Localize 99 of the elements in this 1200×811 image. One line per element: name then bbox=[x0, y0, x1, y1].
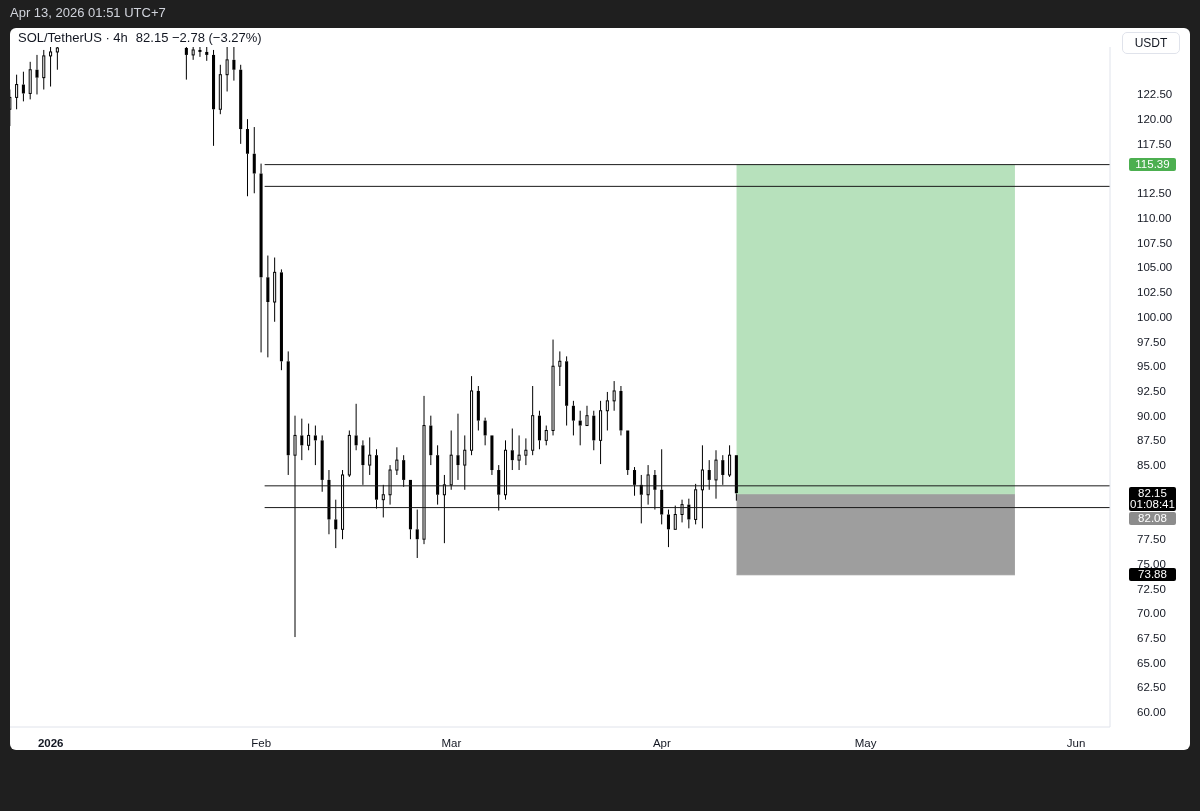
candlestick bbox=[639, 474, 643, 524]
y-tick-label: 67.50 bbox=[1137, 632, 1166, 645]
y-tick-label: 105.00 bbox=[1137, 261, 1173, 274]
candlestick bbox=[266, 255, 270, 358]
y-tick-label: 112.50 bbox=[1137, 187, 1172, 200]
text: 115.39 bbox=[1135, 158, 1170, 171]
y-tick-label: 87.50 bbox=[1137, 434, 1166, 447]
candlestick bbox=[327, 469, 331, 535]
y-tick-label: 102.50 bbox=[1137, 286, 1173, 299]
y-tick-label: 122.50 bbox=[1137, 88, 1173, 101]
candlestick bbox=[551, 339, 555, 436]
y-tick-label: 77.50 bbox=[1137, 533, 1166, 546]
candlestick bbox=[660, 448, 664, 525]
text: Apr 13, 2026 01:51 UTC+7 bbox=[10, 5, 166, 20]
y-tick-label: 62.50 bbox=[1137, 681, 1166, 694]
candlestick bbox=[232, 47, 236, 82]
candlestick bbox=[320, 434, 324, 493]
y-tick-label: 72.50 bbox=[1137, 582, 1166, 595]
candlestick bbox=[279, 268, 283, 371]
candlestick bbox=[205, 47, 209, 62]
text: 73.88 bbox=[1138, 568, 1167, 581]
chart-title: SOL/TetherUS · 4h bbox=[18, 30, 128, 45]
candlestick bbox=[476, 385, 480, 431]
y-tick-label: 120.00 bbox=[1137, 113, 1173, 126]
candlestick bbox=[354, 403, 358, 451]
x-tick-label: Feb bbox=[251, 737, 272, 749]
candlestick bbox=[524, 437, 528, 466]
candlestick bbox=[361, 439, 365, 486]
candlestick bbox=[483, 417, 487, 446]
y-axis-title: USDT bbox=[1134, 36, 1168, 50]
x-tick-label: Mar bbox=[441, 737, 462, 749]
text: 82.08 bbox=[1138, 511, 1167, 524]
candlestick bbox=[388, 464, 392, 506]
candlestick bbox=[245, 118, 250, 197]
text: 82.15 01:08:41 bbox=[1130, 486, 1175, 510]
candlestick bbox=[259, 163, 263, 353]
y-tick-label: 97.50 bbox=[1137, 335, 1166, 348]
candlestick bbox=[184, 47, 188, 81]
candlestick bbox=[565, 355, 569, 427]
candlestick bbox=[700, 444, 704, 529]
candlestick bbox=[368, 436, 372, 476]
candlestick bbox=[503, 439, 508, 501]
candlestick bbox=[334, 499, 338, 549]
y-tick-label: 65.00 bbox=[1137, 656, 1166, 669]
x-tick-label: Jun bbox=[1066, 737, 1086, 749]
candlestick bbox=[721, 454, 725, 486]
candlestick bbox=[517, 434, 521, 471]
candlestick bbox=[619, 385, 623, 436]
candlestick bbox=[300, 418, 304, 461]
candlestick bbox=[632, 466, 637, 497]
candlestick bbox=[714, 449, 718, 500]
candlestick bbox=[442, 474, 446, 544]
candlestick bbox=[436, 444, 440, 506]
candlestick bbox=[599, 400, 603, 465]
y-tick-label: 75.00 bbox=[1137, 557, 1166, 570]
x-tick-label: 2026 bbox=[37, 737, 64, 749]
y-tick-label: 95.00 bbox=[1137, 360, 1166, 373]
candlestick bbox=[415, 509, 419, 559]
candlestick bbox=[395, 446, 399, 476]
candlestick bbox=[15, 74, 19, 110]
candlestick bbox=[239, 64, 243, 145]
y-tick-label: 85.00 bbox=[1137, 459, 1166, 472]
candlestick bbox=[35, 54, 39, 95]
y-tick-label: 110.00 bbox=[1137, 211, 1172, 224]
candlestick bbox=[313, 425, 317, 466]
candlestick bbox=[571, 400, 575, 436]
candlestick bbox=[497, 464, 501, 512]
candlestick bbox=[578, 410, 582, 446]
candlestick bbox=[293, 415, 297, 638]
candlestick bbox=[592, 410, 596, 451]
candlestick bbox=[286, 350, 290, 476]
y-tick-label: 107.50 bbox=[1137, 236, 1173, 249]
candlestick bbox=[225, 47, 229, 92]
candlestick bbox=[422, 395, 426, 545]
x-tick-label: Apr bbox=[652, 737, 671, 749]
candlestick bbox=[252, 126, 256, 194]
y-tick-label: 90.00 bbox=[1137, 409, 1166, 422]
candlestick bbox=[666, 509, 670, 548]
y-tick-label: 117.50 bbox=[1137, 137, 1172, 150]
candlestick bbox=[510, 428, 514, 471]
candlestick bbox=[653, 469, 657, 511]
x-tick-label: May bbox=[854, 737, 877, 749]
y-tick-label: 100.00 bbox=[1137, 310, 1173, 323]
candlestick bbox=[212, 49, 216, 147]
candlestick bbox=[273, 257, 277, 323]
candlestick bbox=[463, 434, 467, 491]
candlestick bbox=[612, 380, 616, 412]
candlestick bbox=[680, 499, 684, 523]
candlestick bbox=[537, 410, 541, 450]
y-tick-label: 60.00 bbox=[1137, 706, 1166, 719]
y-tick-label: 92.50 bbox=[1137, 384, 1166, 397]
candlestick bbox=[646, 464, 650, 506]
y-tick-label: 70.00 bbox=[1137, 607, 1166, 620]
candlestick bbox=[429, 415, 433, 466]
candlestick bbox=[198, 47, 202, 58]
candlestick bbox=[558, 350, 562, 387]
chart-subtitle: 82.15 −2.78 (−3.27%) bbox=[135, 30, 262, 45]
candlestick bbox=[707, 459, 711, 491]
candlestick bbox=[456, 413, 460, 481]
